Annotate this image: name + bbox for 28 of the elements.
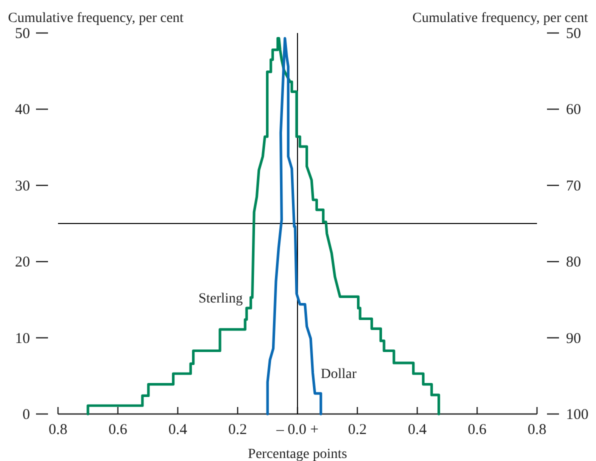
x-tick-label: 0.6	[468, 422, 487, 438]
x-tick-label: 0.8	[48, 422, 68, 438]
x-tick-label: 0.2	[228, 422, 247, 438]
x-axis-title: Percentage points	[248, 447, 348, 461]
y2-tick-label: 90	[566, 330, 581, 347]
line-series	[86, 37, 440, 416]
x-tick-label: 0.8	[528, 422, 546, 438]
y2-tick-label: 100	[566, 407, 588, 423]
series-label: Dollar	[320, 366, 357, 382]
series-label: Sterling	[198, 291, 243, 306]
x-tick-label: 0.2	[348, 422, 367, 438]
y2-tick-label: 60	[566, 102, 581, 118]
y2-axis-title: Cumulative frequency, per cent	[412, 11, 588, 26]
y2-tick-label: 70	[566, 178, 581, 194]
y-tick-label: 50	[15, 26, 30, 42]
y-tick-label: 40	[15, 102, 30, 118]
y2-tick-label: 50	[566, 26, 581, 42]
x-tick-label: 0.4	[168, 422, 188, 438]
y-tick-label: 10	[15, 330, 30, 347]
y-tick-label: 30	[15, 178, 30, 194]
x-tick-label: 0.6	[108, 422, 128, 438]
y2-tick-label: 80	[566, 254, 581, 271]
y-axis-title: Cumulative frequency, per cent	[8, 11, 184, 26]
x-tick-label: – 0.0 +	[275, 422, 319, 438]
line-series	[266, 37, 322, 416]
x-tick-label: 0.4	[408, 422, 428, 438]
y-tick-label: 20	[15, 254, 30, 271]
y-tick-label: 0	[22, 407, 30, 423]
